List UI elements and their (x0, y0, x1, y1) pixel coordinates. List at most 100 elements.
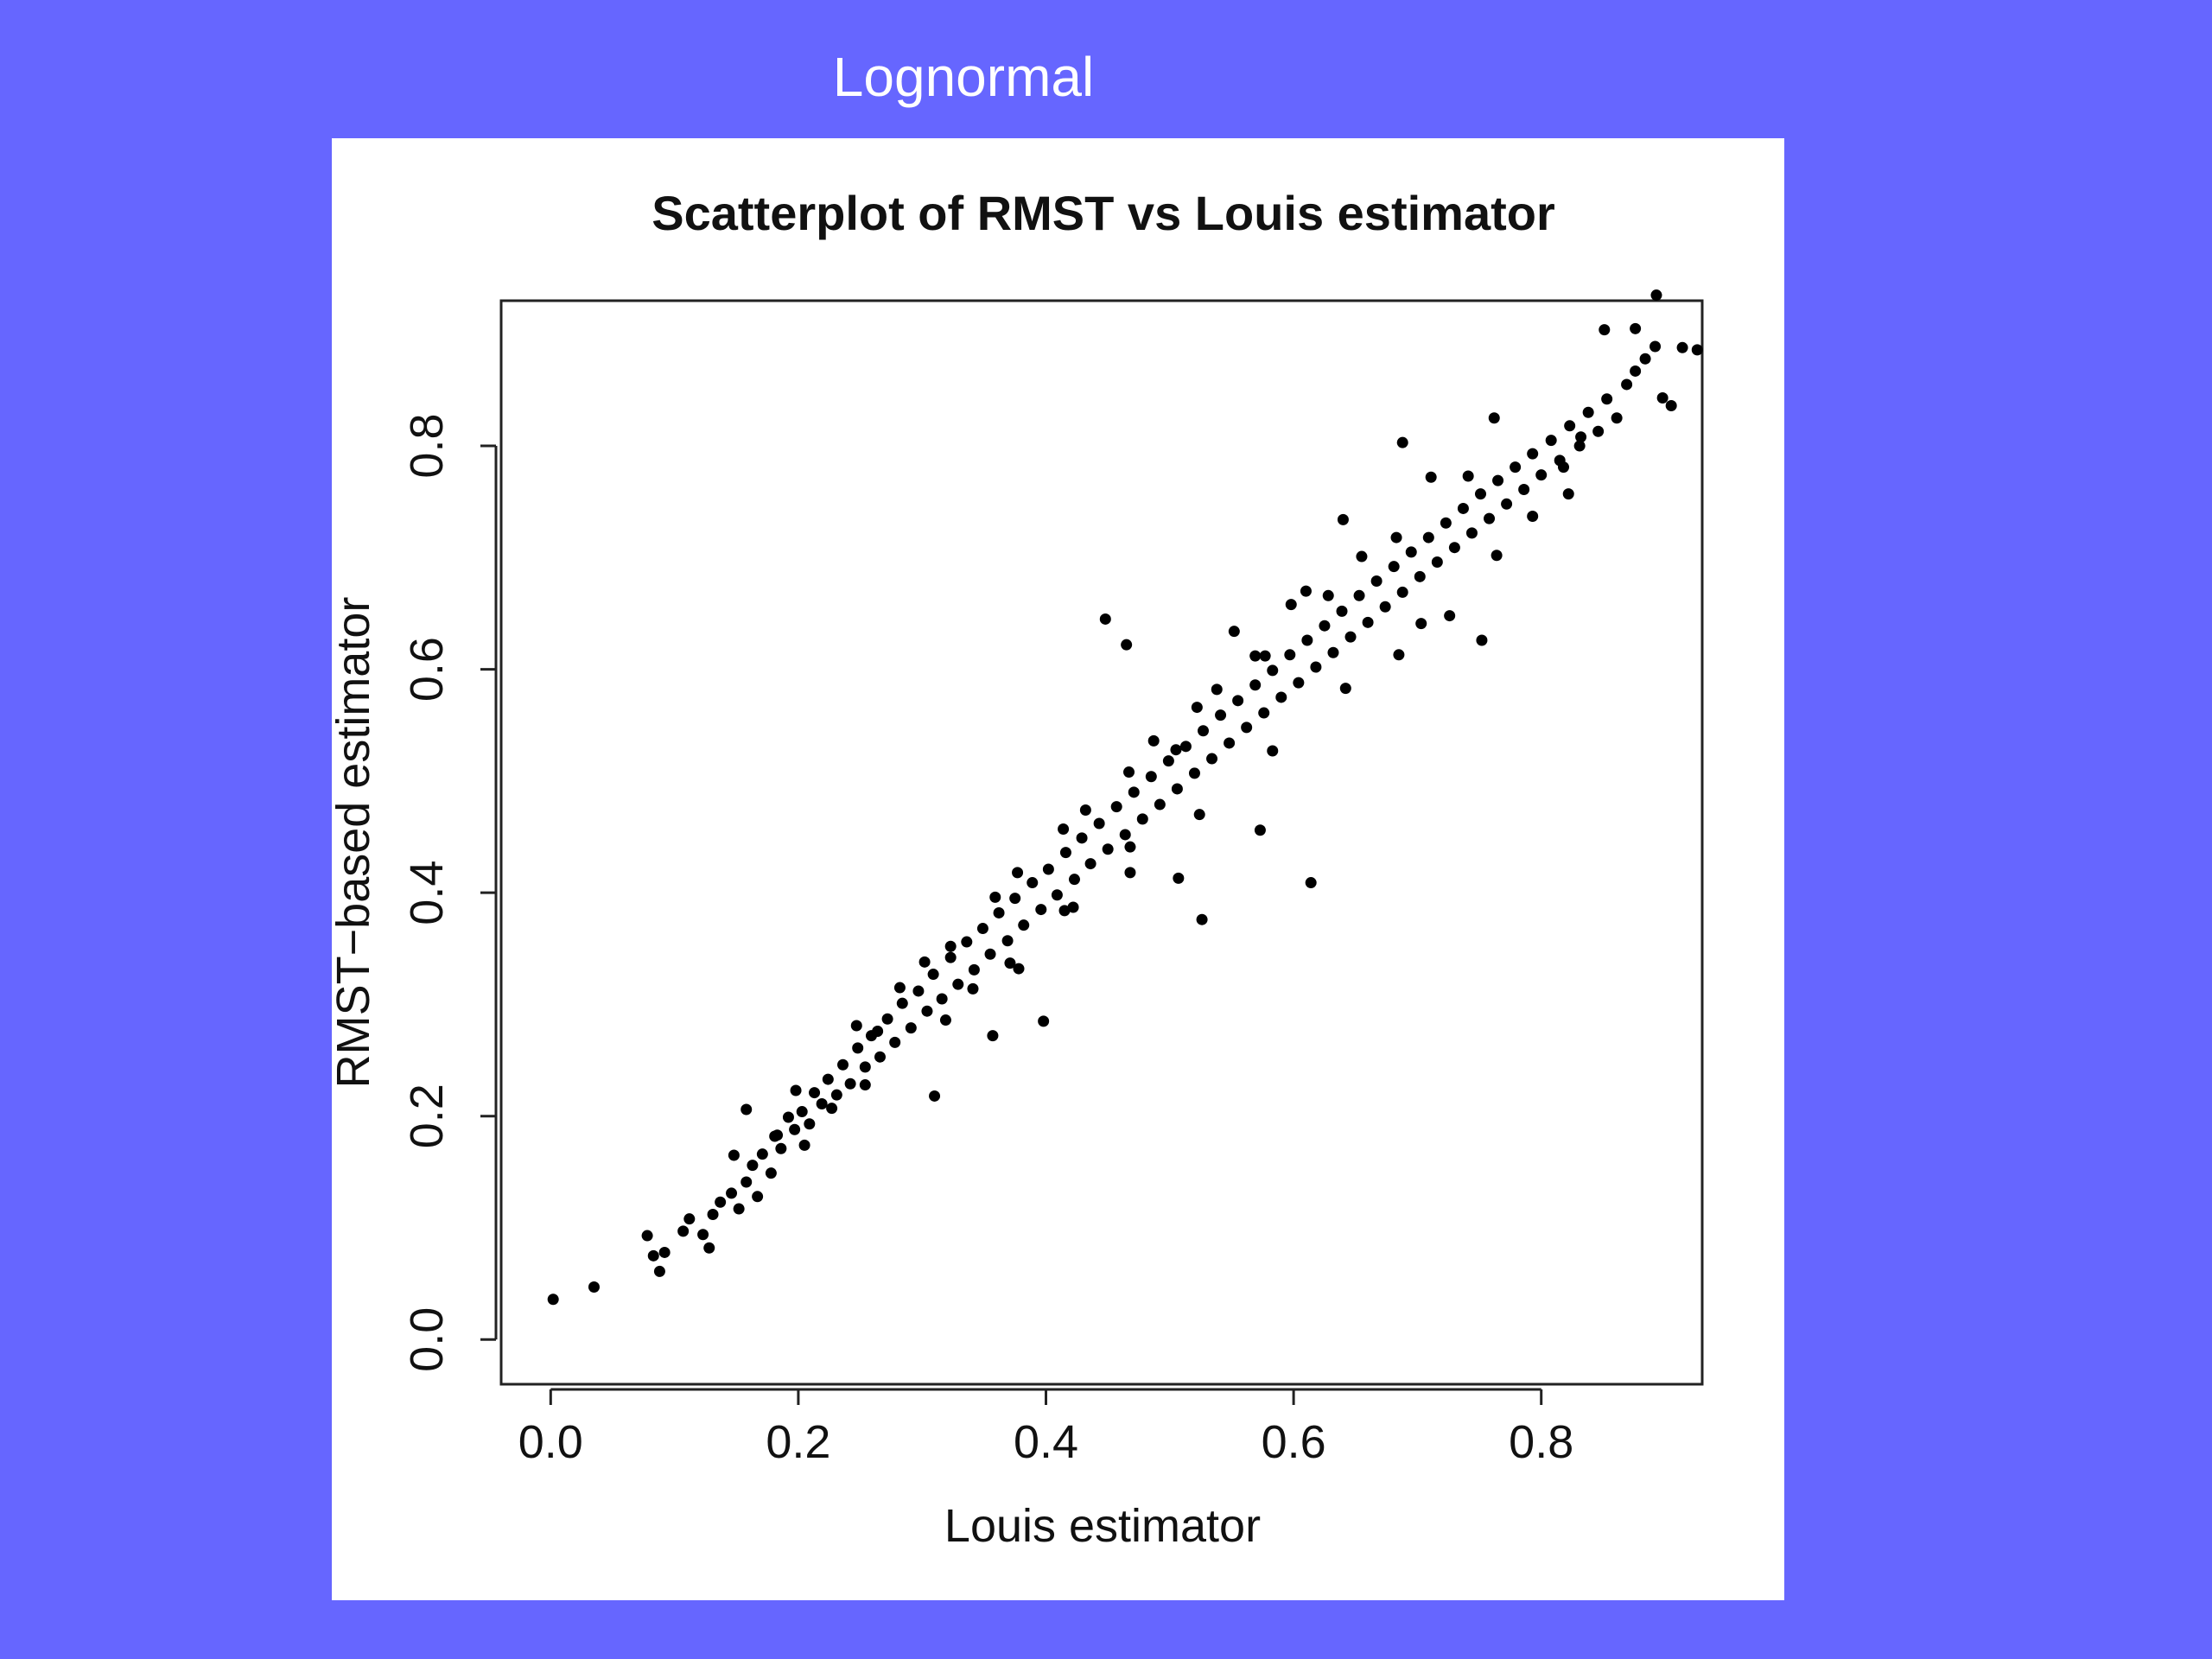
scatter-point (927, 969, 939, 981)
scatter-point (741, 1176, 753, 1188)
scatter-point (733, 1203, 745, 1215)
scatter-point (1415, 618, 1427, 630)
scatter-point (1656, 391, 1669, 404)
scatter-point (1147, 734, 1160, 747)
scatter-point (1370, 575, 1382, 587)
scatter-point (658, 1246, 671, 1258)
scatter-point (1322, 589, 1334, 601)
scatter-point (1249, 650, 1262, 662)
scatter-point (641, 1230, 653, 1242)
scatter-point (893, 982, 906, 994)
scatter-point (1310, 661, 1322, 673)
scatter-point (1337, 513, 1349, 525)
scatter-point (772, 1129, 784, 1141)
scatter-point (1336, 605, 1348, 617)
scatter-point (1440, 517, 1452, 529)
scatter-point (1431, 556, 1443, 569)
scatter-point (984, 948, 996, 960)
scatter-point (1038, 1015, 1050, 1027)
scatter-point (1510, 461, 1522, 474)
scatter-point (588, 1281, 600, 1294)
scatter-point (1119, 829, 1131, 841)
scatter-point (896, 997, 908, 1009)
scatter-point (1076, 832, 1088, 844)
scatter-point (726, 1187, 738, 1199)
scatter-point (1179, 741, 1192, 753)
scatter-point (1414, 570, 1426, 582)
scatter-point (1535, 469, 1548, 481)
scatter-point (1457, 502, 1469, 514)
chart-figure-panel: Scatterplot of RMST vs Louis estimator 0… (332, 138, 1784, 1600)
scatter-point (1388, 561, 1400, 573)
scatter-point (1145, 771, 1157, 783)
scatter-point (822, 1073, 834, 1085)
scatter-point (944, 951, 957, 963)
scatter-point (1305, 877, 1317, 889)
scatter-point (715, 1196, 727, 1208)
scatter-point (809, 1087, 821, 1099)
scatter-point (1362, 616, 1374, 628)
scatter-point (852, 1042, 864, 1054)
scatter-point (1058, 905, 1071, 917)
scatter-point (782, 1111, 794, 1123)
scatter-point (1339, 683, 1351, 695)
scatter-point (1001, 935, 1014, 947)
scatter-point (1224, 737, 1236, 749)
scatter-point (1462, 470, 1474, 482)
scatter-point (1173, 872, 1185, 884)
scatter-point (697, 1229, 709, 1241)
scatter-point (1422, 531, 1434, 543)
scatter-point (1232, 695, 1244, 707)
scatter-point (1396, 586, 1408, 598)
scatter-point (872, 1025, 884, 1037)
scatter-point (826, 1103, 838, 1115)
scatter-point (1611, 412, 1623, 424)
scatter-point (1425, 471, 1437, 483)
scatter-point (752, 1191, 764, 1203)
scatter-point (1051, 889, 1063, 901)
scatter-point (1501, 498, 1513, 510)
scatter-point (1527, 448, 1539, 460)
scatter-point (1665, 400, 1677, 412)
y-tick-label: 0.8 (401, 414, 453, 479)
scatter-point (798, 1139, 810, 1151)
scatter-point (1293, 677, 1305, 689)
scatter-point (1009, 893, 1021, 905)
scatter-point (1650, 289, 1662, 302)
scatter-point (804, 1118, 816, 1130)
plot-frame (499, 299, 1704, 1386)
scatter-point (1327, 646, 1339, 658)
scatter-point (987, 1030, 999, 1042)
scatter-point (728, 1149, 740, 1161)
scatter-point (1474, 488, 1486, 500)
scatter-point (939, 1014, 951, 1027)
scatter-point (967, 982, 979, 995)
x-axis-label: Louis estimator (944, 1500, 1261, 1552)
scatter-point (1630, 365, 1642, 377)
scatter-point (1013, 963, 1025, 975)
scatter-point (1592, 425, 1605, 437)
scatter-point (1527, 511, 1539, 523)
scatter-point (1004, 957, 1016, 969)
scatter-point (1068, 874, 1080, 886)
y-tick-label: 0.0 (401, 1307, 453, 1372)
scatter-point (1393, 649, 1405, 661)
scatter-point (1259, 650, 1271, 662)
scatter-point (1484, 512, 1496, 524)
scatter-point (1630, 322, 1642, 334)
scatter-point (1079, 804, 1091, 817)
scatter-point (1171, 783, 1183, 795)
scatter-point (1211, 683, 1223, 696)
scatter-point (1035, 904, 1047, 916)
scatter-point (790, 1084, 802, 1096)
scatter-point (1285, 599, 1297, 611)
scatter-point (1488, 412, 1500, 424)
scatter-point (1191, 702, 1203, 714)
scatter-point (1562, 488, 1574, 500)
scatter-point (1206, 753, 1218, 765)
x-tick-label: 0.2 (766, 1416, 830, 1468)
scatter-point (765, 1167, 777, 1179)
scatter-point (874, 1051, 886, 1063)
scatter-point (968, 963, 980, 976)
scatter-point (830, 1089, 842, 1101)
